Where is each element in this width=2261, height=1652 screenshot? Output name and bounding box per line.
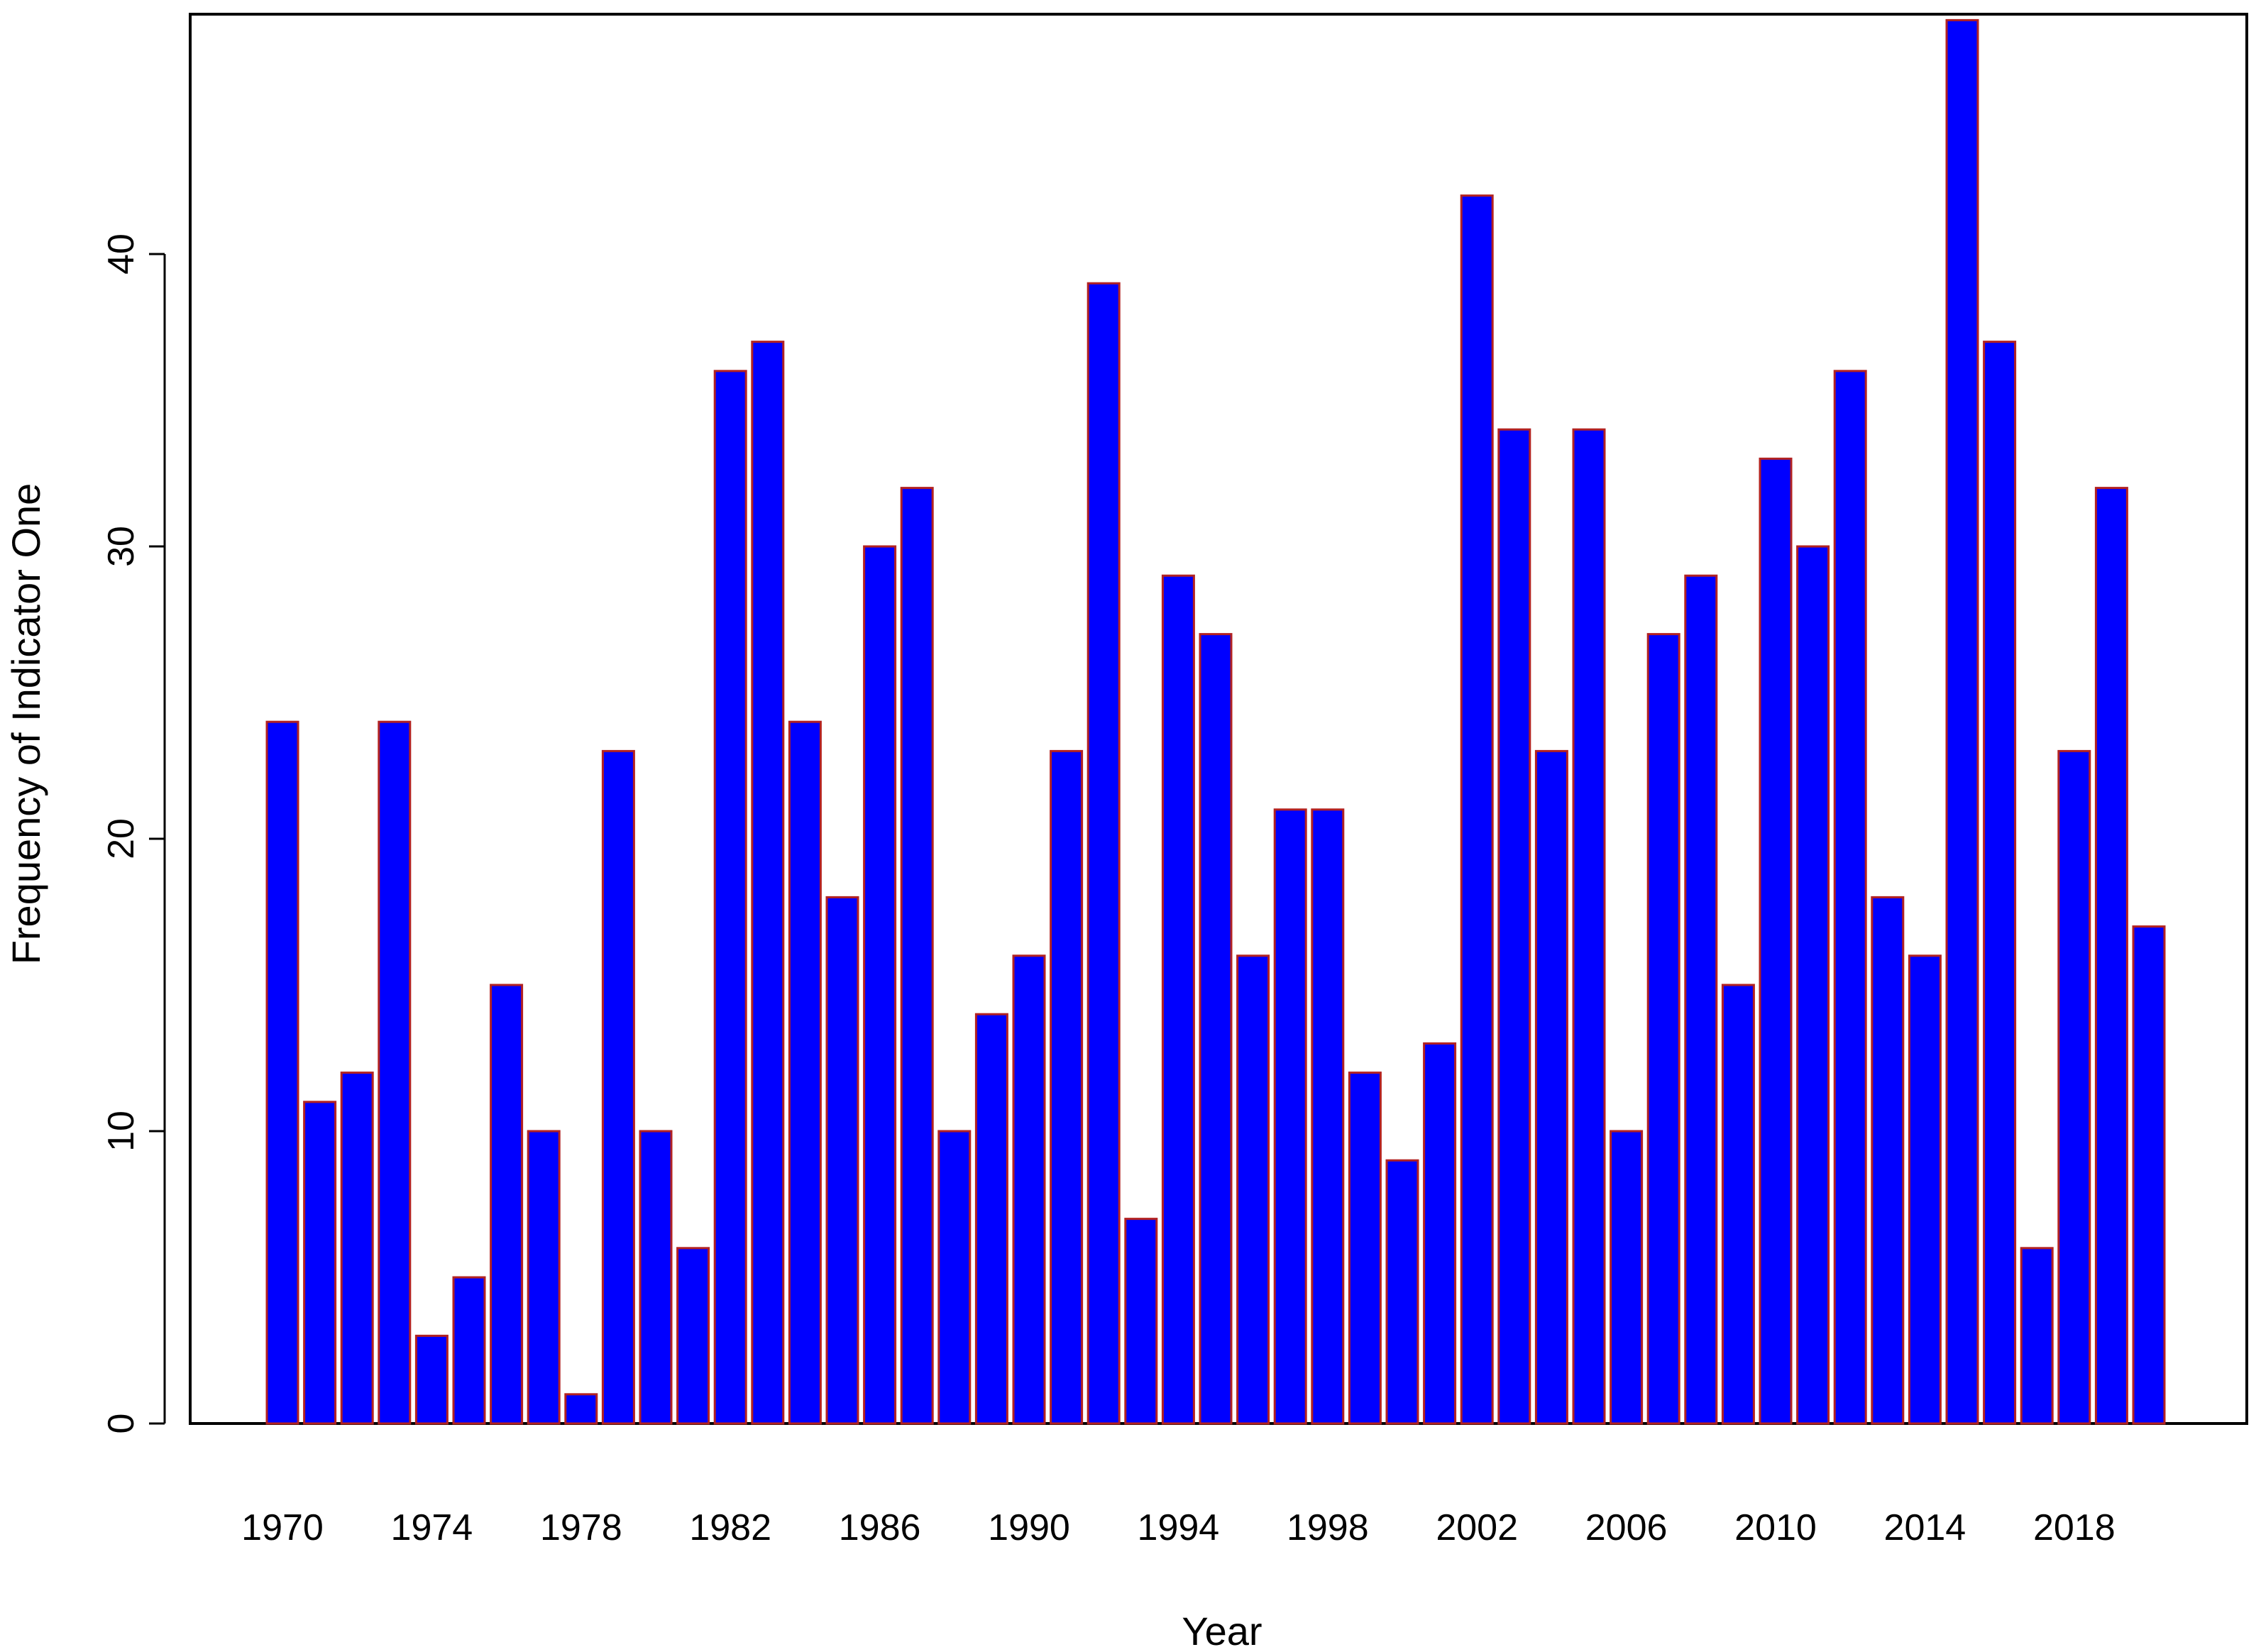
x-tick-label-2010: 2010	[1734, 1507, 1817, 1548]
y-axis-title: Frequency of Indicator One	[4, 483, 48, 965]
bar-2019	[2094, 487, 2128, 1425]
bar-1974	[414, 1334, 449, 1425]
bar-2013	[1871, 896, 1905, 1425]
bar-1993	[1124, 1218, 1158, 1425]
bar-1976	[490, 984, 524, 1425]
bar-1992	[1087, 282, 1121, 1425]
bar-1980	[639, 1130, 673, 1425]
x-tick-label-1982: 1982	[689, 1507, 771, 1548]
bar-2010	[1759, 457, 1793, 1425]
x-tick-label-2002: 2002	[1436, 1507, 1518, 1548]
bar-1975	[452, 1276, 486, 1425]
bar-1991	[1050, 749, 1084, 1425]
bar-1981	[676, 1247, 710, 1425]
bar-1978	[564, 1393, 598, 1425]
bar-2006	[1610, 1130, 1644, 1425]
y-tick-label-20: 20	[101, 818, 142, 859]
x-tick-label-1994: 1994	[1138, 1507, 1220, 1548]
bar-2007	[1646, 633, 1680, 1425]
bar-1972	[340, 1072, 374, 1425]
x-tick-label-1974: 1974	[391, 1507, 473, 1548]
bar-2018	[2057, 749, 2091, 1425]
bar-1973	[378, 720, 412, 1425]
y-tick-label-10: 10	[101, 1111, 142, 1152]
bar-1977	[527, 1130, 561, 1425]
bar-1979	[601, 749, 635, 1425]
x-tick-label-1970: 1970	[241, 1507, 324, 1548]
bar-2008	[1684, 574, 1718, 1425]
bar-2004	[1534, 749, 1568, 1425]
bar-1984	[788, 720, 822, 1425]
x-tick-label-1978: 1978	[540, 1507, 622, 1548]
bar-1971	[303, 1101, 337, 1425]
bar-1987	[900, 487, 934, 1425]
y-tick-label-0: 0	[101, 1414, 142, 1434]
bar-1999	[1348, 1072, 1382, 1425]
bar-1970	[265, 720, 299, 1425]
bar-1989	[974, 1013, 1008, 1425]
bar-2003	[1497, 428, 1531, 1425]
bar-1990	[1012, 954, 1046, 1425]
bar-2016	[1983, 341, 2017, 1425]
bar-2015	[1945, 18, 1979, 1425]
x-tick-label-1986: 1986	[839, 1507, 921, 1548]
bar-2000	[1385, 1159, 1419, 1425]
x-tick-label-1990: 1990	[988, 1507, 1070, 1548]
bar-1994	[1161, 574, 1195, 1425]
bar-2020	[2132, 925, 2166, 1425]
bar-1996	[1236, 954, 1270, 1425]
bars-group	[265, 18, 2166, 1425]
y-axis: 0 10 20 30 40	[101, 233, 166, 1434]
x-tick-label-2014: 2014	[1884, 1507, 1966, 1548]
y-tick-label-40: 40	[101, 233, 142, 275]
bar-1998	[1311, 808, 1345, 1425]
bar-2005	[1572, 428, 1606, 1425]
bar-1986	[863, 545, 897, 1425]
bar-2002	[1460, 194, 1494, 1425]
bar-1988	[937, 1130, 972, 1425]
bar-2011	[1796, 545, 1830, 1425]
bar-2001	[1423, 1042, 1457, 1425]
bar-1997	[1273, 808, 1307, 1425]
x-tick-label-2018: 2018	[2033, 1507, 2116, 1548]
bar-2012	[1833, 370, 1867, 1425]
x-tick-label-1998: 1998	[1287, 1507, 1369, 1548]
y-tick-label-30: 30	[101, 526, 142, 567]
bar-2017	[2020, 1247, 2054, 1425]
x-axis-title: Year	[1182, 1609, 1262, 1652]
bar-1995	[1199, 633, 1233, 1425]
bar-1985	[825, 896, 859, 1425]
x-tick-label-2006: 2006	[1585, 1507, 1668, 1548]
bar-2014	[1908, 954, 1942, 1425]
bar-1982	[713, 370, 747, 1425]
x-axis: 1970 1974 1978 1982 1986 1990 1994 1998 2002 2006…	[241, 1507, 2115, 1548]
bar-2009	[1721, 984, 1755, 1425]
bar-1983	[751, 341, 785, 1425]
